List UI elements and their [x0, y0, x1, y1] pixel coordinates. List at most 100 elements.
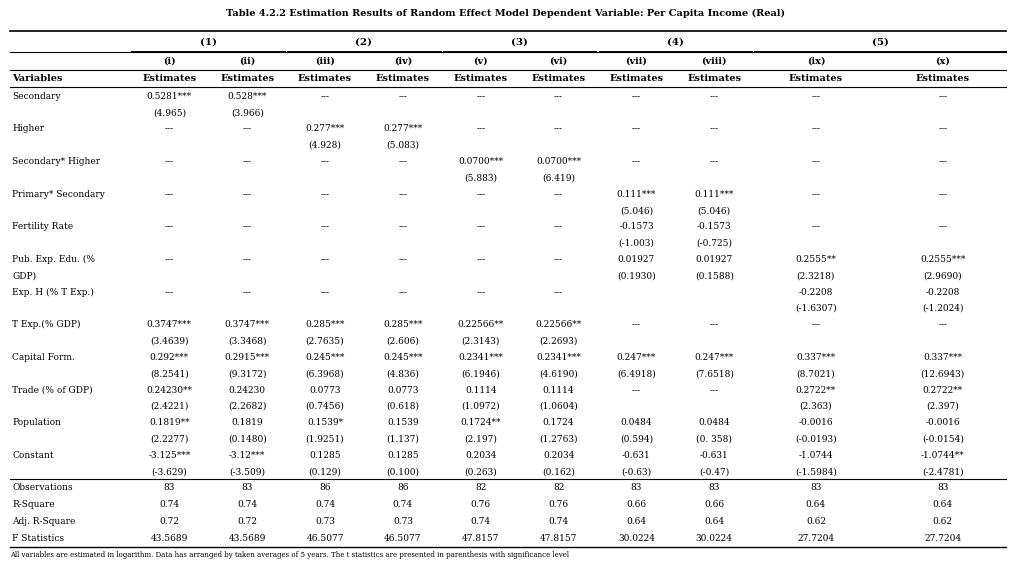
Text: -0.0016: -0.0016 [925, 418, 960, 427]
Text: ---: --- [632, 92, 641, 101]
Text: 0.277***: 0.277*** [305, 124, 345, 133]
Text: -0.2208: -0.2208 [799, 288, 833, 297]
Text: ---: --- [812, 222, 820, 231]
Text: (0.129): (0.129) [308, 467, 342, 476]
Text: (2.606): (2.606) [386, 337, 420, 346]
Text: 0.74: 0.74 [160, 500, 179, 509]
Text: ---: --- [938, 222, 947, 231]
Text: Constant: Constant [12, 451, 54, 460]
Text: ---: --- [938, 124, 947, 133]
Text: (1.9251): (1.9251) [305, 435, 345, 444]
Text: ---: --- [476, 255, 485, 264]
Text: 0.22566**: 0.22566** [536, 320, 581, 329]
Text: (4.928): (4.928) [308, 141, 342, 150]
Text: Higher: Higher [12, 124, 44, 133]
Text: Exp. H (% T Exp.): Exp. H (% T Exp.) [12, 288, 94, 297]
Text: 0.66: 0.66 [627, 500, 646, 509]
Text: 0.3747***: 0.3747*** [147, 320, 192, 329]
Text: 0.1114: 0.1114 [543, 386, 574, 395]
Text: 30.0224: 30.0224 [618, 534, 655, 543]
Text: (5.083): (5.083) [386, 141, 420, 150]
Text: ---: --- [554, 255, 563, 264]
Text: 0.0700***: 0.0700*** [458, 157, 503, 166]
Text: Secondary: Secondary [12, 92, 61, 101]
Text: 0.2555**: 0.2555** [796, 255, 836, 264]
Text: (6.419): (6.419) [542, 173, 575, 182]
Text: 0.285***: 0.285*** [383, 320, 423, 329]
Text: (1): (1) [200, 37, 216, 46]
Text: Estimates: Estimates [687, 74, 741, 83]
Text: ---: --- [165, 124, 174, 133]
Text: 82: 82 [553, 483, 564, 492]
Text: 0.1539*: 0.1539* [307, 418, 343, 427]
Text: 0.1819**: 0.1819** [149, 418, 190, 427]
Text: 0.277***: 0.277*** [383, 124, 423, 133]
Text: 0.72: 0.72 [238, 517, 257, 526]
Text: Estimates: Estimates [298, 74, 352, 83]
Text: ---: --- [243, 222, 252, 231]
Text: (iv): (iv) [393, 57, 412, 66]
Text: Estimates: Estimates [376, 74, 430, 83]
Text: 0.2341***: 0.2341*** [458, 353, 503, 362]
Text: 0.3747***: 0.3747*** [224, 320, 270, 329]
Text: 83: 83 [937, 483, 948, 492]
Text: ---: --- [710, 124, 719, 133]
Text: -3.125***: -3.125*** [149, 451, 190, 460]
Text: ---: --- [165, 190, 174, 199]
Text: ---: --- [632, 386, 641, 395]
Text: ---: --- [476, 222, 485, 231]
Text: ---: --- [320, 92, 330, 101]
Text: 0.247***: 0.247*** [617, 353, 656, 362]
Text: 0.76: 0.76 [471, 500, 490, 509]
Text: 0.76: 0.76 [549, 500, 568, 509]
Text: 27.7204: 27.7204 [924, 534, 961, 543]
Text: (ix): (ix) [807, 57, 825, 66]
Text: 0.245***: 0.245*** [383, 353, 423, 362]
Text: Fertility Rate: Fertility Rate [12, 222, 73, 231]
Text: (0.618): (0.618) [386, 402, 420, 411]
Text: (2.397): (2.397) [926, 402, 959, 411]
Text: (3.3468): (3.3468) [227, 337, 267, 346]
Text: R-Square: R-Square [12, 500, 55, 509]
Text: 0.1724: 0.1724 [543, 418, 574, 427]
Text: 0.111***: 0.111*** [695, 190, 734, 199]
Text: -1.0744: -1.0744 [799, 451, 833, 460]
Text: (vii): (vii) [626, 57, 647, 66]
Text: (1.137): (1.137) [386, 435, 420, 444]
Text: (v): (v) [473, 57, 488, 66]
Text: (6.4918): (6.4918) [617, 369, 656, 378]
Text: (5.046): (5.046) [698, 206, 731, 215]
Text: 0.1285: 0.1285 [309, 451, 341, 460]
Text: 0.74: 0.74 [549, 517, 568, 526]
Text: 46.5077: 46.5077 [384, 534, 422, 543]
Text: 0.64: 0.64 [705, 517, 724, 526]
Text: 0.74: 0.74 [393, 500, 412, 509]
Text: ---: --- [554, 92, 563, 101]
Text: Estimates: Estimates [454, 74, 508, 83]
Text: 0.01927: 0.01927 [696, 255, 733, 264]
Text: (2.3143): (2.3143) [462, 337, 499, 346]
Text: ---: --- [554, 124, 563, 133]
Text: 0.1114: 0.1114 [465, 386, 496, 395]
Text: (1.0972): (1.0972) [461, 402, 500, 411]
Text: 0.24230**: 0.24230** [147, 386, 192, 395]
Text: ---: --- [243, 124, 252, 133]
Text: 47.8157: 47.8157 [462, 534, 499, 543]
Text: (2.4221): (2.4221) [151, 402, 188, 411]
Text: (6.3968): (6.3968) [305, 369, 345, 378]
Text: Capital Form.: Capital Form. [12, 353, 75, 362]
Text: (0.1588): (0.1588) [695, 271, 734, 280]
Text: Estimates: Estimates [789, 74, 843, 83]
Text: ---: --- [320, 288, 330, 297]
Text: (viii): (viii) [702, 57, 727, 66]
Text: (-3.629): (-3.629) [152, 467, 187, 476]
Text: 0.2034: 0.2034 [465, 451, 496, 460]
Text: 0.245***: 0.245*** [305, 353, 345, 362]
Text: ---: --- [398, 255, 407, 264]
Text: (-0.0193): (-0.0193) [795, 435, 837, 444]
Text: (-0.725): (-0.725) [697, 239, 732, 248]
Text: -0.631: -0.631 [622, 451, 651, 460]
Text: 0.2915***: 0.2915*** [224, 353, 270, 362]
Text: 82: 82 [475, 483, 486, 492]
Text: (3.966): (3.966) [231, 108, 264, 117]
